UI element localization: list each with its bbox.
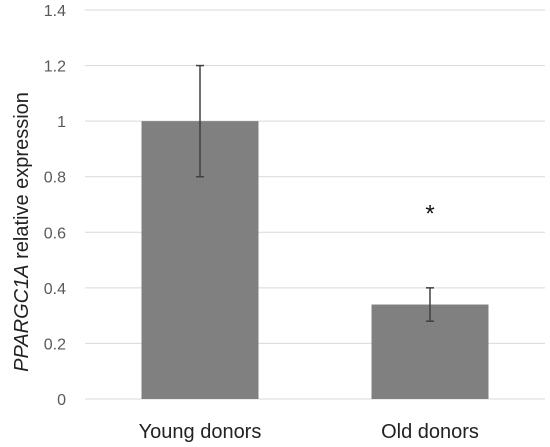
y-tick-label: 1: [57, 114, 66, 131]
x-category-label: Old donors: [381, 421, 479, 443]
bars: [141, 121, 489, 400]
y-axis-title: PPARGC1A relative expression: [11, 92, 33, 372]
y-tick-label: 0.8: [44, 170, 66, 187]
y-tick-label: 1.2: [44, 59, 66, 76]
significance-asterisk: *: [425, 200, 434, 227]
x-category-label: Young donors: [139, 421, 262, 443]
y-tick-labels: 0 0.2 0.4 0.6 0.8 1 1.2 1.4: [44, 3, 66, 409]
y-tick-label: 0.4: [44, 281, 66, 298]
y-tick-label: 1.4: [44, 3, 66, 20]
y-axis-title-rest: relative expression: [11, 92, 33, 264]
y-tick-label: 0: [57, 392, 66, 409]
x-category-labels: Young donors Old donors: [139, 421, 479, 443]
error-bars: [196, 64, 434, 322]
y-axis-title-gene: PPARGC1A: [11, 264, 33, 371]
y-tick-label: 0.2: [44, 336, 66, 353]
y-tick-label: 0.6: [44, 225, 66, 242]
annotations: *: [425, 200, 434, 227]
